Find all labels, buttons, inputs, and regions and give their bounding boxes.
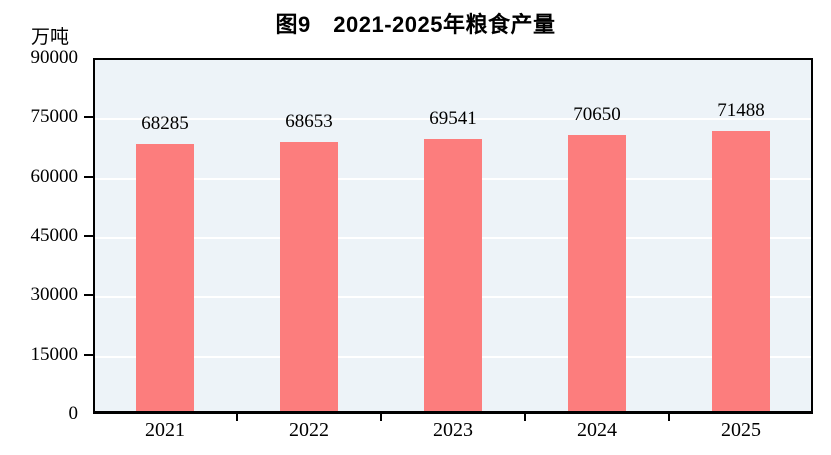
x-axis-label-2024: 2024	[577, 419, 617, 441]
bar-value-label-2024: 70650	[573, 103, 621, 125]
x-axis-label-2023: 2023	[433, 419, 473, 441]
plot-area	[93, 58, 813, 414]
y-axis-label-15000: 15000	[30, 343, 79, 365]
bar-value-label-2023: 69541	[429, 107, 477, 129]
bar-2021	[136, 143, 194, 411]
x-axis-tick	[236, 414, 238, 421]
y-axis-label-60000: 60000	[30, 165, 79, 187]
y-axis-label-90000: 90000	[30, 47, 79, 68]
y-axis-unit-label: 万吨	[31, 27, 70, 48]
bar-value-label-2021: 68285	[141, 112, 189, 134]
y-axis-tick	[84, 294, 93, 297]
y-axis-label-0: 0	[68, 403, 79, 424]
y-axis-label-75000: 75000	[30, 106, 79, 128]
y-axis-label-45000: 45000	[30, 225, 79, 246]
x-axis-label-2025: 2025	[721, 419, 761, 441]
y-axis-tick	[84, 235, 93, 237]
bar-2025	[712, 131, 770, 411]
chart-title: 图9 2021-2025年粮食产量	[275, 12, 556, 37]
x-axis-tick	[668, 414, 670, 421]
x-axis-label-2021: 2021	[145, 419, 185, 441]
x-axis-label-2022: 2022	[289, 419, 329, 441]
bar-2024	[568, 134, 626, 411]
bar-value-label-2025: 71488	[717, 100, 765, 122]
bar-2022	[280, 142, 338, 411]
bar-2023	[424, 138, 482, 411]
bar-value-label-2022: 68653	[285, 111, 333, 133]
x-axis-tick	[380, 414, 382, 421]
y-axis-label-30000: 30000	[30, 284, 79, 306]
y-axis-tick	[84, 175, 93, 178]
y-axis-tick	[84, 353, 93, 356]
x-axis-tick	[524, 414, 526, 421]
gridline	[95, 118, 811, 121]
y-axis-tick	[84, 116, 93, 119]
